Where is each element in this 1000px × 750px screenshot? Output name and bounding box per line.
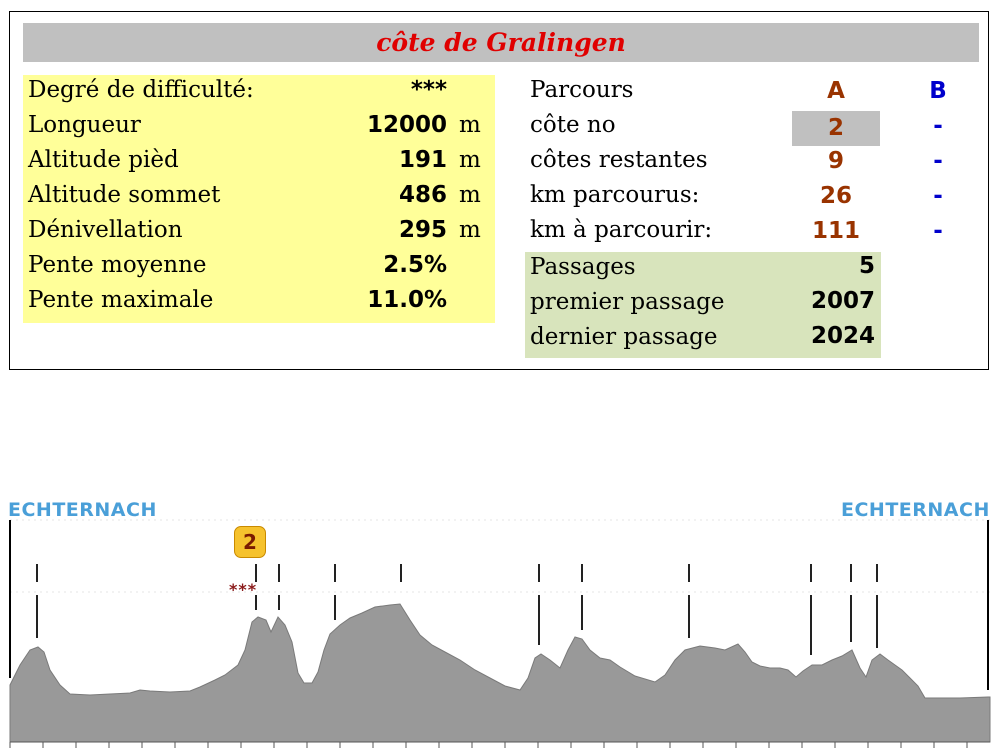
passages-value: 5	[858, 253, 875, 279]
stat-row-summit-altitude: Altitude sommet 486 m	[23, 180, 495, 215]
stat-value: 191	[398, 147, 447, 173]
parcours-row-label: km à parcourir:	[530, 217, 713, 243]
climb-number-badge: 2	[234, 526, 266, 558]
parcours-column-a: A	[827, 78, 845, 104]
distance-ticks	[9, 742, 968, 748]
passages-label: Passages	[530, 254, 636, 280]
parcours-header-label: Parcours	[530, 77, 634, 103]
stat-unit: m	[459, 147, 481, 173]
stat-label: Altitude pièd	[28, 147, 179, 173]
parcours-a-value: 26	[819, 183, 852, 209]
passages-value: 2024	[810, 323, 875, 349]
stat-row-elevation-gain: Dénivellation 295 m	[23, 215, 495, 250]
stat-row-difficulty: Degré de difficulté: ***	[23, 75, 495, 110]
end-location-label: ECHTERNACH	[841, 499, 990, 521]
stat-label: Altitude sommet	[28, 182, 221, 208]
stat-unit: m	[459, 112, 481, 138]
first-passage-row: premier passage 2007	[525, 287, 881, 322]
parcours-b-value: -	[933, 218, 943, 244]
passages-panel: Passages 5 premier passage 2007 dernier …	[525, 252, 881, 358]
stat-value: 12000	[366, 112, 447, 138]
climb-stats-panel: Degré de difficulté: *** Longueur 12000 …	[23, 75, 495, 323]
climb-markers	[36, 564, 878, 655]
passages-label: premier passage	[530, 289, 725, 315]
parcours-b-value: -	[933, 148, 943, 174]
parcours-b-value: -	[933, 113, 943, 139]
stat-value: ***	[410, 77, 447, 103]
parcours-a-value: 111	[811, 218, 860, 244]
parcours-row-label: km parcourus:	[530, 182, 700, 208]
parcours-row-label: côte no	[530, 112, 616, 138]
elevation-profile-area	[9, 603, 991, 743]
stat-value: 11.0%	[367, 287, 447, 313]
passages-row: Passages 5	[525, 252, 881, 287]
stat-label: Longueur	[28, 112, 141, 138]
stat-row-length: Longueur 12000 m	[23, 110, 495, 145]
last-passage-row: dernier passage 2024	[525, 322, 881, 357]
stat-row-base-altitude: Altitude pièd 191 m	[23, 145, 495, 180]
start-location-label: ECHTERNACH	[8, 499, 157, 521]
stat-row-max-gradient: Pente maximale 11.0%	[23, 285, 495, 320]
stat-label: Degré de difficulté:	[28, 77, 254, 103]
stat-unit: m	[459, 217, 481, 243]
stat-value: 295	[398, 217, 447, 243]
stat-value: 486	[398, 182, 447, 208]
passages-label: dernier passage	[530, 324, 718, 350]
stat-label: Pente maximale	[28, 287, 214, 313]
elevation-profile: ECHTERNACH ECHTERNACH	[0, 480, 1000, 750]
climb-info-card: côte de Gralingen Degré de difficulté: *…	[9, 11, 989, 370]
parcours-column-b: B	[929, 78, 947, 104]
climb-number-value: 2	[792, 111, 880, 146]
stat-value: 2.5%	[383, 252, 447, 278]
stat-label: Dénivellation	[28, 217, 183, 243]
stat-label: Pente moyenne	[28, 252, 207, 278]
parcours-b-value: -	[933, 183, 943, 209]
elevation-profile-graphic	[9, 519, 991, 748]
stat-row-average-gradient: Pente moyenne 2.5%	[23, 250, 495, 285]
parcours-row-label: côtes restantes	[530, 147, 708, 173]
stat-unit: m	[459, 182, 481, 208]
climb-difficulty-stars: ***	[229, 580, 258, 599]
climb-title: côte de Gralingen	[23, 23, 979, 62]
parcours-a-value: 9	[827, 148, 844, 174]
passages-value: 2007	[810, 288, 875, 314]
